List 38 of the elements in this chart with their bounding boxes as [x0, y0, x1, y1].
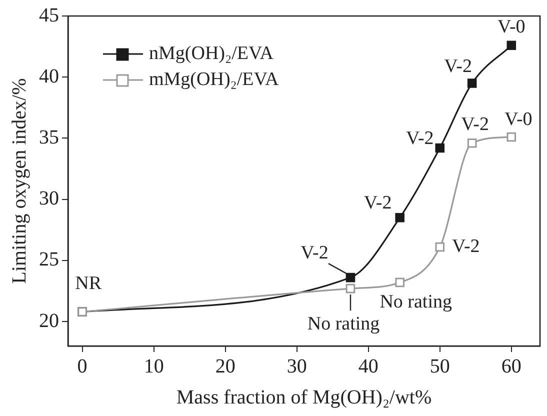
point — [346, 272, 356, 282]
x-tick-label: 40 — [358, 355, 378, 378]
point — [435, 242, 445, 252]
x-tick-label: 50 — [430, 355, 450, 378]
point — [506, 40, 516, 50]
x-tick-label: 0 — [77, 355, 88, 378]
annotation: No rating — [307, 314, 380, 335]
annotation: V-2 — [364, 192, 392, 214]
y-tick-label: 20 — [39, 310, 59, 332]
annotation: V-0 — [497, 16, 526, 38]
point — [395, 278, 404, 288]
annotation: NR — [75, 272, 102, 294]
annotation: V-2 — [444, 56, 472, 78]
annotation: V-0 — [504, 108, 532, 130]
annotation: V-2 — [300, 242, 328, 264]
point — [467, 138, 477, 148]
y-tick-label: 35 — [39, 126, 59, 148]
annotation: No rating — [380, 291, 452, 312]
y-tick-label: 30 — [39, 188, 59, 210]
point — [395, 213, 404, 222]
point — [435, 143, 445, 153]
y-tick-label: 40 — [39, 65, 59, 88]
x-tick-label: 10 — [144, 355, 164, 378]
y-tick-label: 25 — [39, 248, 59, 271]
legend-label: mMg(OH)₂/EVA — [149, 68, 280, 90]
x-axis-title: Mass fraction of Mg(OH)₂/wt% — [176, 386, 432, 408]
legend-label: nMg(OH)₂/EVA — [149, 42, 274, 64]
y-tick-label: 45 — [39, 4, 59, 26]
point — [346, 284, 356, 294]
x-tick-label: 30 — [286, 355, 307, 378]
point — [506, 132, 516, 142]
annotation: V-2 — [452, 236, 480, 257]
x-tick-label: 20 — [215, 355, 236, 378]
annotation: V-2 — [406, 128, 434, 149]
annotation: V-2 — [461, 114, 489, 136]
x-tick-label: 60 — [501, 355, 522, 378]
y-axis-title: Limiting oxygen index/% — [8, 78, 30, 284]
point — [467, 78, 477, 88]
